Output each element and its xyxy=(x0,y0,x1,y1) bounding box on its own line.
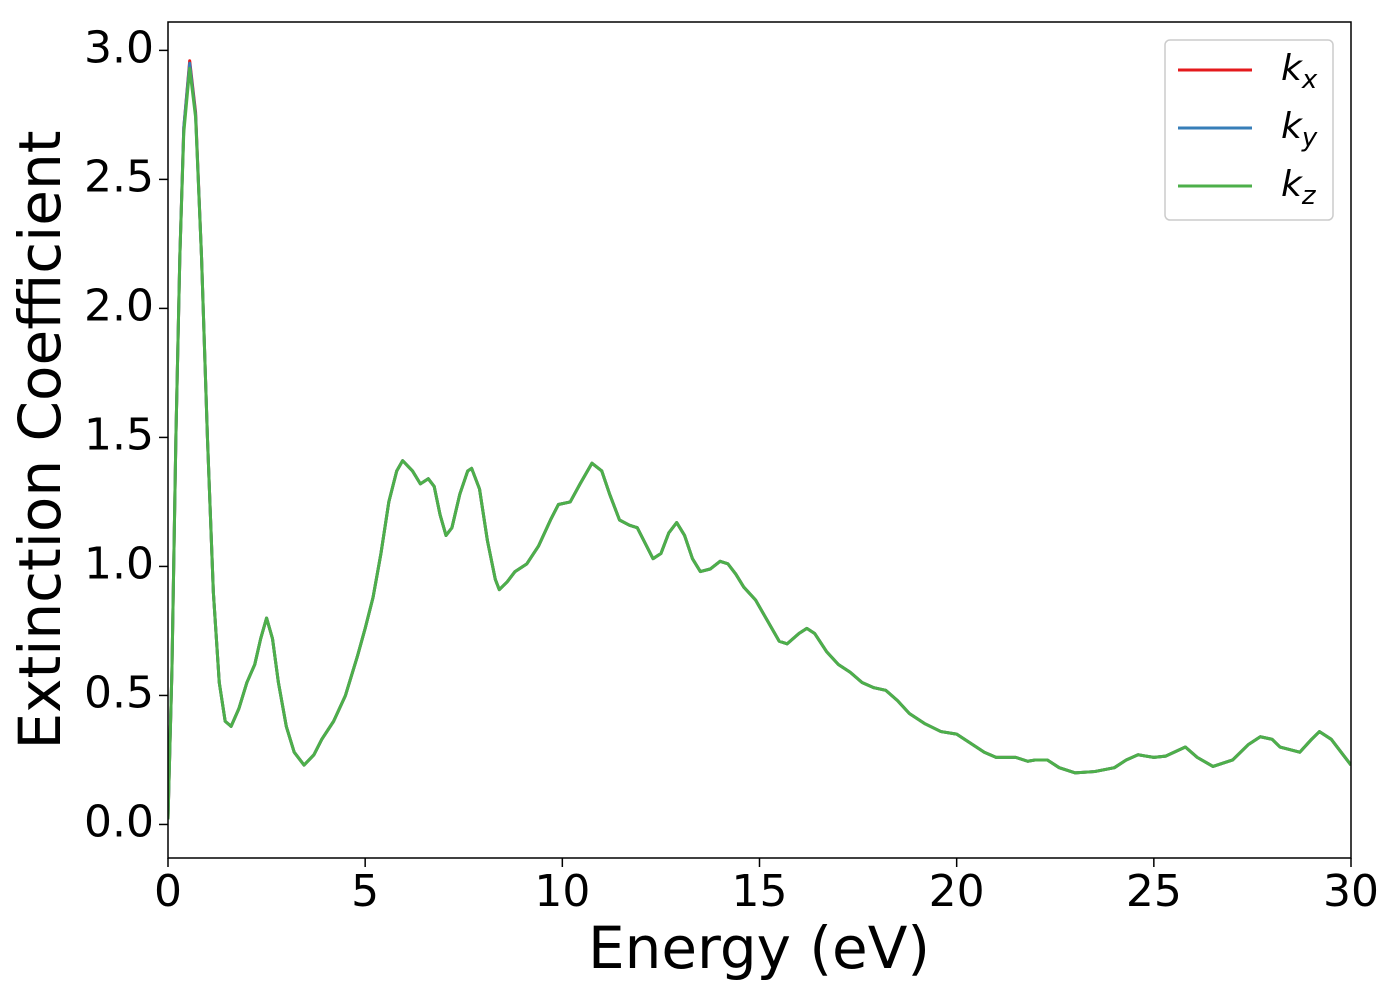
y-tick-label: 1.5 xyxy=(84,409,154,460)
y-tick-label: 2.0 xyxy=(84,280,154,331)
x-tick-label: 10 xyxy=(534,866,590,917)
plot-frame xyxy=(167,21,1352,859)
y-tick-label: 3.0 xyxy=(84,22,154,73)
y-tick-label: 0.5 xyxy=(84,667,154,718)
x-tick-label: 0 xyxy=(154,866,182,917)
x-tick-label: 15 xyxy=(732,866,788,917)
legend-box xyxy=(1164,39,1334,221)
x-tick-label: 30 xyxy=(1323,866,1379,917)
y-axis-label: Extinction Coefficient xyxy=(6,131,74,750)
legend-label: kx xyxy=(1281,48,1318,95)
x-tick-label: 25 xyxy=(1126,866,1182,917)
y-tick-label: 2.5 xyxy=(84,151,154,202)
y-tick-label: 0.0 xyxy=(84,796,154,847)
legend-label: kz xyxy=(1281,164,1317,211)
legend-label: ky xyxy=(1281,106,1318,153)
data-line xyxy=(168,66,1351,820)
x-tick-label: 20 xyxy=(929,866,985,917)
x-tick-label: 5 xyxy=(351,866,379,917)
x-axis-label: Energy (eV) xyxy=(588,914,930,982)
y-tick-label: 1.0 xyxy=(84,538,154,589)
